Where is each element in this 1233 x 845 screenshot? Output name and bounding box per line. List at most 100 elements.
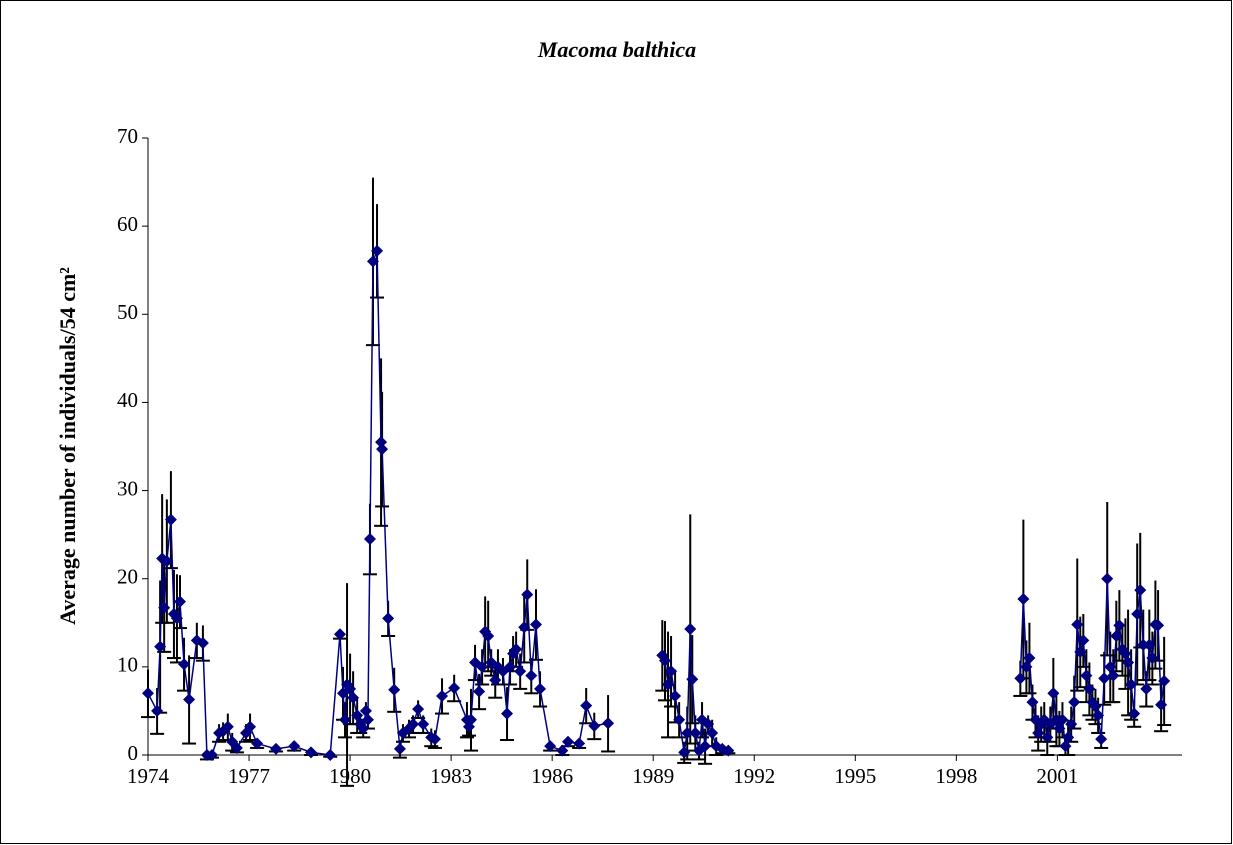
data-point	[1068, 696, 1081, 709]
data-point	[1095, 733, 1108, 746]
x-tick-label: 1998	[935, 764, 977, 788]
data-point	[1113, 619, 1126, 632]
data-point	[665, 665, 678, 678]
x-tick-label: 1995	[834, 764, 876, 788]
data-point	[359, 704, 372, 717]
x-tick-label: 1980	[329, 764, 371, 788]
data-point	[525, 669, 538, 682]
data-point	[1134, 584, 1147, 597]
data-point	[673, 713, 686, 726]
data-point	[1110, 630, 1123, 643]
data-point	[376, 443, 389, 456]
data-point	[1092, 709, 1105, 722]
data-point	[1047, 687, 1060, 700]
data-point	[1143, 638, 1156, 651]
data-point	[530, 618, 543, 631]
data-point	[1074, 645, 1087, 658]
data-point	[448, 682, 461, 695]
y-tick-label: 70	[117, 124, 138, 148]
data-point	[1026, 696, 1039, 709]
data-point	[1146, 652, 1159, 665]
data-point	[347, 691, 360, 704]
y-tick-label: 30	[117, 476, 138, 500]
data-point	[412, 703, 425, 716]
data-point	[1101, 572, 1114, 585]
data-point	[230, 741, 243, 754]
data-point	[375, 436, 388, 449]
data-point	[1140, 682, 1153, 695]
data-point	[244, 720, 257, 733]
data-point	[388, 683, 401, 696]
data-point	[173, 595, 186, 608]
data-point	[164, 513, 177, 526]
data-point	[151, 704, 164, 717]
data-point	[534, 682, 547, 695]
data-point	[518, 621, 531, 634]
x-tick-label: 1989	[632, 764, 674, 788]
data-point	[699, 740, 712, 753]
y-tick-label: 40	[117, 388, 138, 412]
data-point	[339, 713, 352, 726]
data-point	[436, 689, 449, 702]
data-point	[363, 533, 376, 546]
data-point	[1098, 672, 1111, 685]
data-point	[160, 555, 173, 568]
data-point	[681, 726, 694, 739]
data-point	[1128, 707, 1141, 720]
x-tick-label: 1992	[733, 764, 775, 788]
data-point	[702, 718, 715, 731]
data-point	[1158, 674, 1171, 687]
data-point	[1083, 682, 1096, 695]
data-point	[407, 718, 420, 731]
data-point	[288, 740, 301, 753]
data-point	[659, 654, 671, 667]
data-point	[489, 674, 502, 687]
data-point	[1017, 592, 1030, 605]
data-point	[324, 749, 337, 761]
data-point	[1065, 718, 1078, 731]
data-point	[251, 737, 264, 750]
data-point	[544, 740, 557, 753]
data-point	[473, 685, 486, 698]
data-point	[561, 735, 574, 748]
data-point	[588, 719, 601, 732]
data-point	[686, 673, 699, 686]
data-point	[1107, 669, 1120, 682]
data-point	[205, 749, 218, 761]
y-tick-label: 50	[117, 300, 138, 324]
data-point	[678, 746, 691, 759]
data-point	[142, 687, 154, 700]
data-point	[689, 726, 702, 739]
x-tick-label: 2001	[1036, 764, 1078, 788]
data-point	[1080, 669, 1093, 682]
data-point	[1056, 713, 1069, 726]
data-point	[221, 720, 234, 733]
data-point	[305, 746, 318, 759]
x-tick-label: 1977	[228, 764, 270, 788]
data-point	[510, 643, 523, 656]
data-point	[1041, 731, 1054, 744]
data-point	[1152, 619, 1165, 632]
data-point	[482, 630, 495, 643]
data-point	[428, 733, 441, 746]
data-point	[357, 722, 370, 735]
data-point	[580, 699, 593, 712]
data-point	[1131, 607, 1144, 620]
data-point	[722, 744, 735, 757]
data-point	[1071, 618, 1084, 631]
data-point	[476, 660, 489, 673]
data-point	[1014, 672, 1027, 685]
y-tick-label: 60	[117, 212, 138, 236]
data-point	[1059, 740, 1072, 753]
data-point	[556, 744, 569, 757]
data-point	[361, 713, 374, 726]
data-point	[1023, 652, 1036, 665]
data-point	[602, 717, 615, 730]
data-point	[662, 678, 675, 691]
data-point	[706, 726, 719, 739]
data-point	[178, 658, 191, 671]
data-point	[382, 612, 395, 625]
data-point	[417, 718, 430, 731]
chart-title: Macoma balthica	[537, 37, 696, 62]
